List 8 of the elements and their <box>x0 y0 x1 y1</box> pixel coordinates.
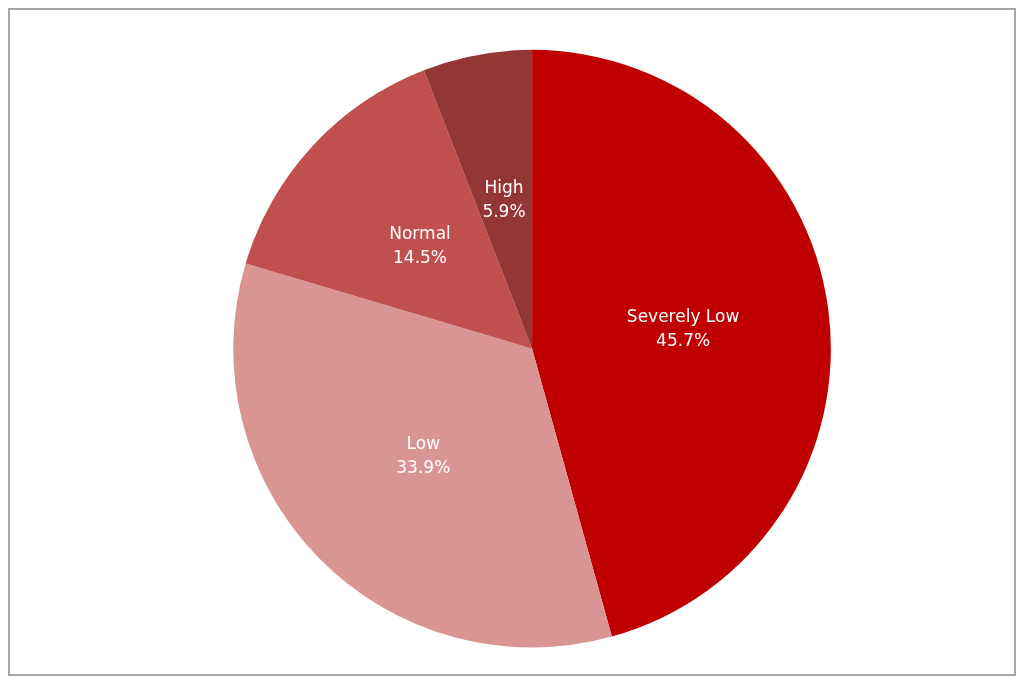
data-label: 14.5% <box>393 247 448 268</box>
slice-label: High <box>484 176 524 197</box>
data-label: 33.9% <box>396 457 451 478</box>
slice-label: Low <box>406 433 441 454</box>
slice-label: Severely Low <box>626 306 740 327</box>
slice-label: Normal <box>389 223 451 244</box>
data-label: 45.7% <box>656 330 711 351</box>
data-label: 5.9% <box>482 200 526 221</box>
